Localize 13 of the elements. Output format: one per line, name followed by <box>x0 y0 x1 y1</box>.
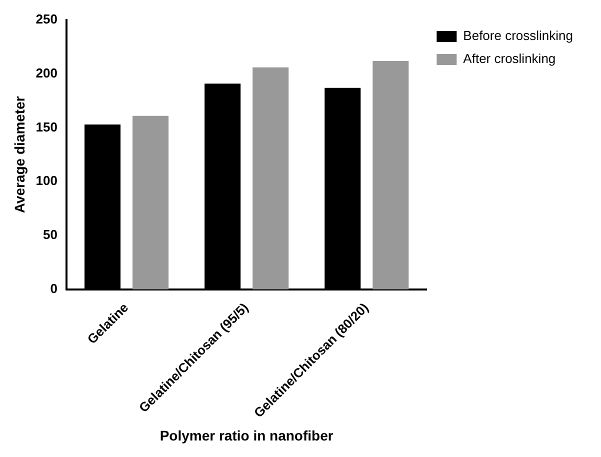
y-tick-label: 200 <box>36 65 58 80</box>
y-tick-label: 250 <box>36 12 58 27</box>
legend-label: Before crosslinking <box>463 28 573 44</box>
y-tick-label: 0 <box>50 280 58 296</box>
x-axis-title: Polymer ratio in nanofiber <box>160 427 334 444</box>
y-tick-label: 150 <box>36 119 58 134</box>
y-tick-label: 50 <box>43 227 58 242</box>
legend-label: After croslinking <box>463 51 556 66</box>
bar <box>372 60 409 290</box>
y-axis-title: Average diameter <box>11 96 28 214</box>
y-tick-label: 100 <box>36 173 58 188</box>
bar <box>252 67 289 290</box>
bar <box>132 116 169 290</box>
